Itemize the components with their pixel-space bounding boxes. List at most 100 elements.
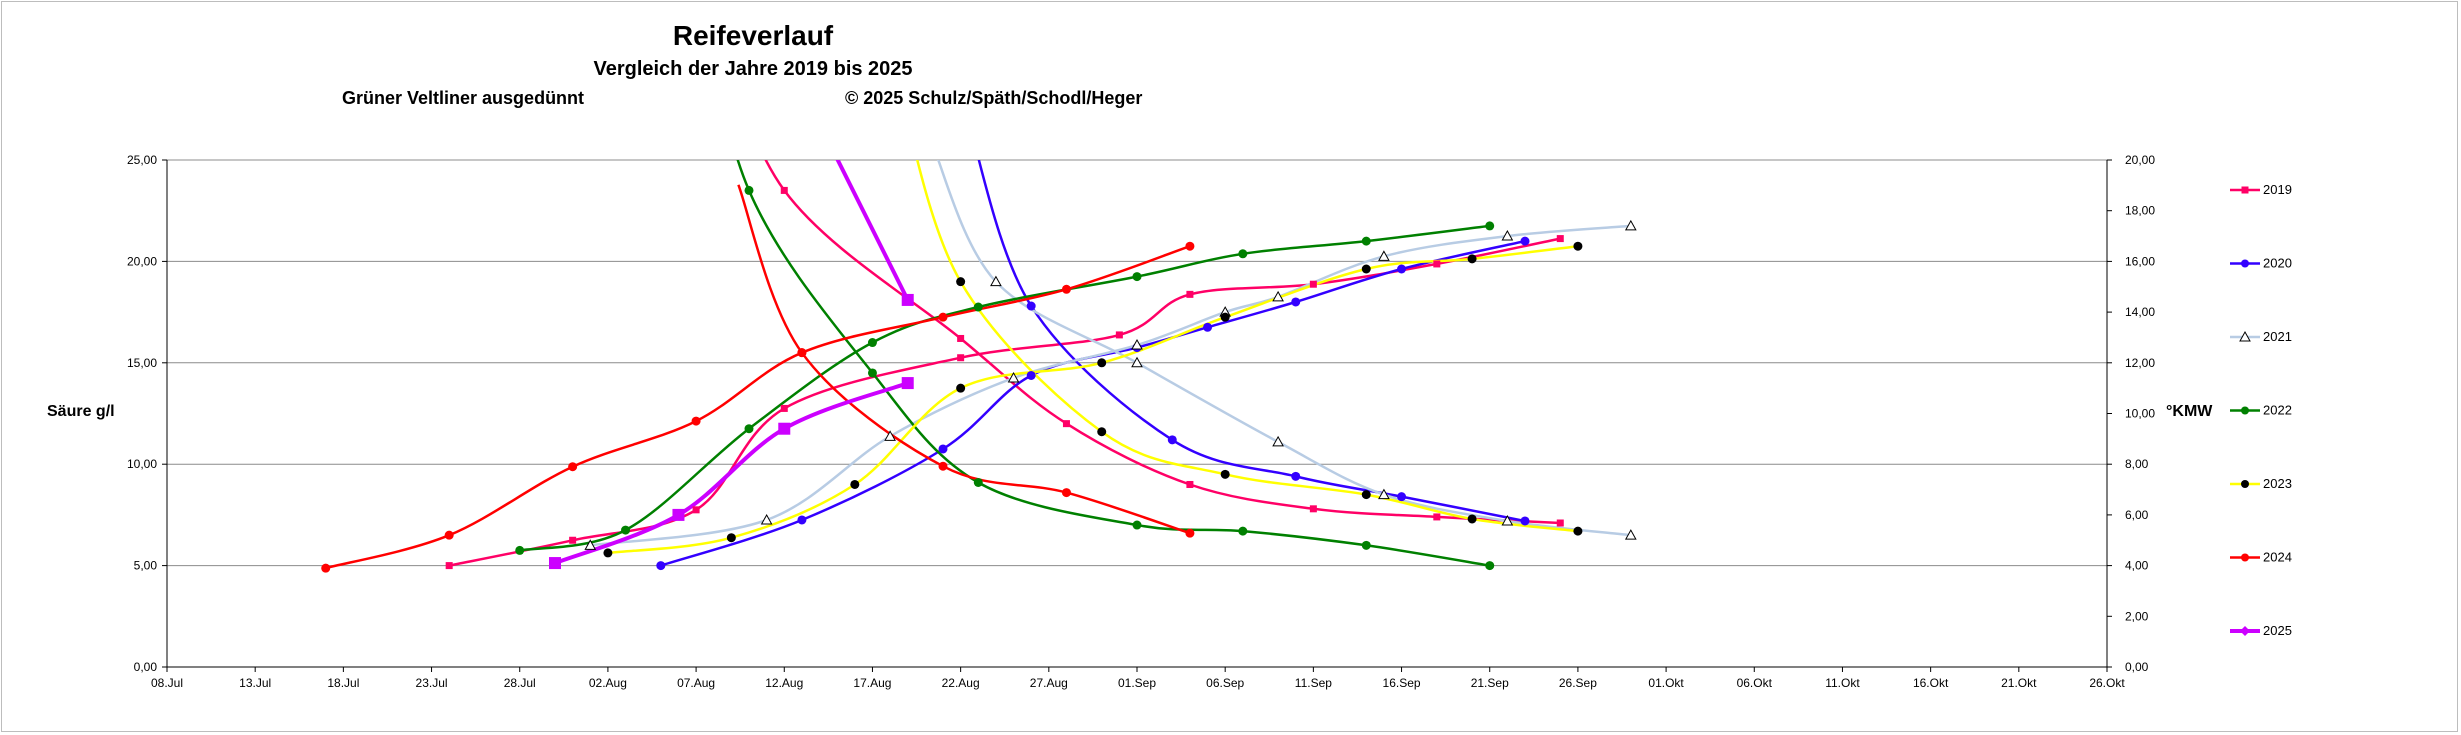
x-tick-label: 18.Jul	[327, 676, 359, 690]
acid-point-2024	[797, 348, 807, 358]
sugar-point-2020	[1520, 236, 1530, 246]
acid-point-2021	[1131, 356, 1143, 368]
acid-point-2023	[1097, 427, 1107, 437]
legend-label-2022: 2022	[2263, 403, 2292, 418]
sugar-point-2021	[584, 539, 597, 550]
x-tick-label: 07.Aug	[677, 676, 715, 690]
x-tick-label: 02.Aug	[589, 676, 627, 690]
x-tick-label: 26.Okt	[2089, 676, 2125, 690]
x-tick-label: 06.Okt	[1737, 676, 1773, 690]
sugar-point-2020	[938, 444, 948, 454]
sugar-point-2019	[1309, 280, 1317, 288]
legend-marker-2021	[2239, 330, 2251, 342]
acid-point-2019	[1186, 480, 1194, 488]
y-tick-label: 25,00	[127, 153, 157, 167]
legend-label-2021: 2021	[2263, 329, 2292, 344]
legend-marker-2023	[2241, 480, 2249, 488]
acid-line-2021	[937, 160, 1631, 537]
acid-point-2020	[1291, 471, 1301, 481]
y2-tick-label: 16,00	[2125, 254, 2155, 268]
legend-marker-2019	[2241, 186, 2249, 194]
legend-marker-2020	[2241, 259, 2249, 268]
sugar-point-2019	[1433, 260, 1441, 268]
acid-point-2019	[957, 334, 965, 342]
legend-label-2019: 2019	[2263, 182, 2292, 197]
acid-point-2022	[1132, 520, 1142, 530]
sugar-point-2024	[444, 530, 454, 540]
sugar-point-2023	[850, 479, 860, 489]
sugar-point-2023	[1573, 241, 1583, 251]
x-tick-label: 11.Okt	[1825, 676, 1860, 690]
sugar-point-2020	[797, 515, 807, 525]
y2-tick-label: 14,00	[2125, 305, 2155, 319]
sugar-point-2019	[957, 354, 965, 362]
legend-marker-2022	[2241, 406, 2249, 415]
acid-line-2023	[915, 160, 1579, 533]
legend-label-2024: 2024	[2263, 550, 2292, 565]
sugar-line-2025	[554, 381, 909, 565]
sugar-point-2019	[1186, 290, 1194, 298]
x-tick-label: 01.Okt	[1648, 676, 1684, 690]
acid-point-2019	[1556, 519, 1564, 527]
sugar-point-2020	[1026, 370, 1036, 380]
y2-tick-label: 8,00	[2125, 457, 2149, 471]
y-axis-label: Säure g/l	[47, 403, 115, 420]
x-tick-label: 26.Sep	[1559, 676, 1597, 690]
sugar-point-2023	[1467, 254, 1477, 264]
sugar-point-2023	[956, 383, 966, 393]
sugar-point-2021	[1378, 250, 1390, 261]
acid-point-2023	[1573, 526, 1583, 536]
variety-label: Grüner Veltliner ausgedünnt	[342, 88, 585, 108]
acid-point-2023	[1220, 469, 1230, 479]
x-tick-label: 28.Jul	[504, 676, 536, 690]
sugar-point-2019	[569, 536, 577, 544]
sugar-point-2025	[778, 422, 791, 435]
sugar-point-2022	[621, 525, 631, 535]
y-tick-label: 20,00	[127, 254, 157, 268]
acid-point-2021	[1624, 529, 1637, 540]
sugar-point-2025	[672, 508, 685, 521]
series-markers	[321, 185, 1637, 573]
acid-line-2020	[977, 160, 1526, 523]
x-tick-label: 21.Sep	[1471, 676, 1509, 690]
x-tick-label: 12.Aug	[765, 676, 803, 690]
acid-point-2019	[1309, 505, 1317, 513]
x-tick-label: 27.Aug	[1030, 676, 1068, 690]
sugar-point-2022	[1485, 221, 1495, 231]
y-tick-label: 0,00	[134, 660, 158, 674]
sugar-point-2020	[1203, 322, 1213, 332]
acid-point-2020	[1397, 492, 1407, 502]
y2-tick-label: 20,00	[2125, 153, 2155, 167]
acid-point-2021	[1378, 488, 1390, 500]
acid-point-2022	[973, 477, 983, 487]
acid-point-2020	[1026, 301, 1036, 311]
acid-point-2019	[1062, 420, 1070, 428]
sugar-line-2019	[448, 237, 1561, 567]
sugar-point-2022	[973, 302, 983, 312]
sugar-point-2024	[568, 462, 578, 472]
sugar-point-2021	[1624, 219, 1637, 231]
sugar-point-2023	[603, 548, 613, 558]
sugar-point-2023	[1220, 312, 1230, 322]
sugar-point-2023	[726, 533, 736, 543]
y2-tick-label: 0,00	[2125, 660, 2149, 674]
chart-title: Reifeverlauf	[672, 20, 834, 51]
sugar-point-2024	[1185, 241, 1195, 251]
sugar-point-2025	[901, 377, 914, 390]
acid-point-2024	[1061, 488, 1071, 498]
acid-line-2024	[737, 184, 1191, 535]
acid-point-2023	[1467, 514, 1477, 524]
x-tick-label: 21.Okt	[2001, 676, 2037, 690]
legend: 2019 2020 2021 2022 2023 2024 2025	[2230, 182, 2292, 638]
sugar-point-2022	[867, 338, 877, 348]
acid-point-2021	[990, 275, 1002, 287]
acid-point-2022	[1361, 540, 1371, 550]
y-tick-label: 10,00	[127, 457, 157, 471]
chart-subtitle: Vergleich der Jahre 2019 bis 2025	[593, 58, 913, 80]
acid-point-2019	[1433, 513, 1441, 521]
acid-point-2020	[1167, 435, 1177, 445]
sugar-point-2021	[884, 430, 896, 441]
x-tick-label: 01.Sep	[1118, 676, 1156, 690]
